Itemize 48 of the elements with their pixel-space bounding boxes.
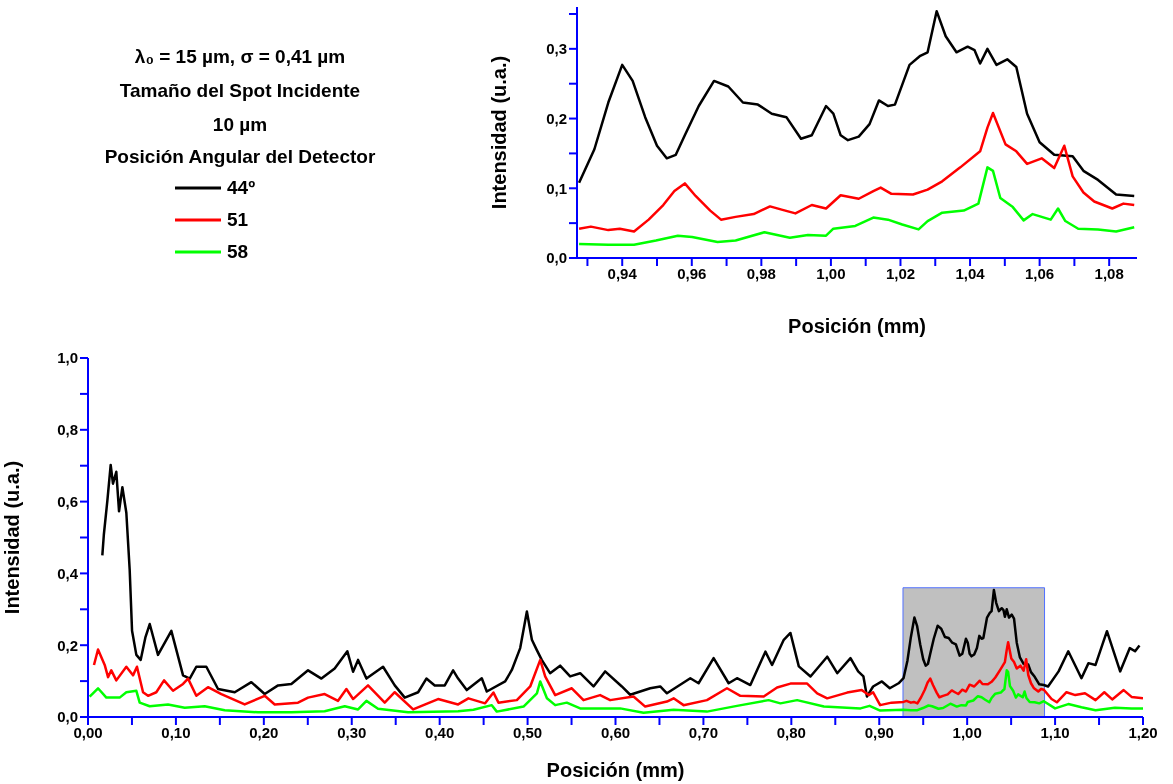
x-tick-label: 0,60	[600, 723, 631, 741]
line-series	[577, 9, 1136, 198]
x-tick-label: 0,00	[73, 723, 103, 741]
x-tick-label: 1,20	[1128, 723, 1158, 741]
line-series	[88, 669, 1143, 714]
y-axis-title: Intensidad (u.a.)	[1, 460, 24, 615]
x-tick-label: 0,50	[512, 723, 543, 741]
y-tick-label: 0,3	[546, 40, 567, 58]
line-series	[577, 166, 1136, 246]
legend-label: 44º	[227, 177, 256, 199]
legend-label: 51	[227, 209, 249, 231]
x-tick-label: 0,96	[677, 264, 707, 282]
y-tick-label: 0,0	[546, 249, 567, 267]
x-tick-label: 0,98	[746, 264, 776, 282]
y-tick-label: 0,6	[57, 492, 78, 510]
x-tick-label: 1,02	[885, 264, 916, 282]
x-tick-label: 0,94	[607, 264, 638, 282]
text: Tamaño del Spot Incidente	[118, 79, 362, 103]
y-tick-label: 0,4	[57, 564, 79, 582]
y-tick-label: 0,0	[57, 708, 78, 726]
x-tick-label: 1,08	[1094, 264, 1124, 282]
x-tick-label: 0,70	[688, 723, 719, 741]
y-axis-title: Intensidad (u.a.)	[488, 55, 511, 210]
text: 10 µm	[211, 113, 269, 137]
x-tick-label: 0,20	[249, 723, 279, 741]
x-tick-label: 1,06	[1025, 264, 1055, 282]
x-axis-title: Posición (mm)	[788, 315, 926, 337]
line-series	[101, 463, 1141, 699]
x-tick-label: 0,40	[425, 723, 455, 741]
x-tick-label: 0,30	[337, 723, 367, 741]
y-tick-label: 0,8	[57, 421, 78, 439]
line-series	[577, 111, 1136, 233]
x-tick-label: 1,04	[955, 264, 986, 282]
legend-title: Posición Angular del Detector	[103, 145, 377, 169]
y-tick-label: 0,2	[57, 636, 78, 654]
x-tick-label: 1,10	[1040, 723, 1070, 741]
line-series	[92, 641, 1143, 711]
legend-label: 58	[227, 241, 249, 263]
x-tick-label: 0,10	[161, 723, 191, 741]
y-tick-label: 1,0	[57, 349, 78, 367]
x-tick-label: 0,90	[864, 723, 894, 741]
x-tick-label: 1,00	[952, 723, 982, 741]
x-axis-title: Posición (mm)	[546, 759, 685, 781]
y-tick-label: 0,2	[546, 109, 567, 127]
text: λ₀ = 15 µm, σ = 0,41 µm	[133, 45, 347, 69]
x-tick-label: 1,00	[816, 264, 846, 282]
y-tick-label: 0,1	[546, 179, 567, 197]
x-tick-label: 0,80	[776, 723, 806, 741]
